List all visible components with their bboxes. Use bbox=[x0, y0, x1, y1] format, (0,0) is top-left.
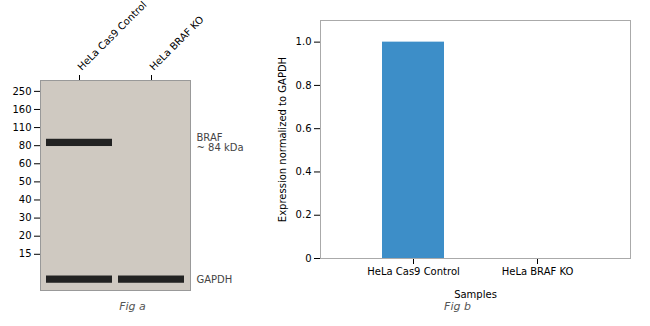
svg-text:30: 30 bbox=[19, 212, 32, 223]
svg-text:50: 50 bbox=[19, 176, 32, 187]
html-text:Fig b: Fig b bbox=[444, 300, 471, 313]
svg-text:40: 40 bbox=[19, 194, 32, 205]
svg-text:HeLa BRAF KO: HeLa BRAF KO bbox=[147, 14, 206, 73]
svg-text:0.2: 0.2 bbox=[296, 209, 312, 220]
svg-text:250: 250 bbox=[12, 86, 31, 97]
svg-text:0: 0 bbox=[305, 253, 311, 264]
svg-text:110: 110 bbox=[12, 122, 31, 133]
svg-text:80: 80 bbox=[19, 140, 32, 151]
svg-text:GAPDH: GAPDH bbox=[197, 274, 233, 285]
svg-text:0.8: 0.8 bbox=[296, 80, 312, 91]
svg-text:HeLa Cas9 Control: HeLa Cas9 Control bbox=[75, 0, 148, 72]
svg-text:20: 20 bbox=[19, 230, 32, 241]
html-text:Fig a: Fig a bbox=[119, 300, 146, 313]
svg-text:Samples: Samples bbox=[454, 289, 497, 300]
svg-text:0.6: 0.6 bbox=[296, 123, 312, 134]
svg-text:Expression normalized to GAPDH: Expression normalized to GAPDH bbox=[277, 57, 288, 222]
svg-text:15: 15 bbox=[19, 248, 32, 259]
svg-text:1.0: 1.0 bbox=[296, 36, 312, 47]
svg-text:60: 60 bbox=[19, 158, 32, 169]
svg-text:HeLa BRAF KO: HeLa BRAF KO bbox=[502, 266, 574, 277]
svg-text:0.4: 0.4 bbox=[296, 166, 312, 177]
svg-text:160: 160 bbox=[12, 104, 31, 115]
svg-text:HeLa Cas9 Control: HeLa Cas9 Control bbox=[367, 266, 460, 277]
svg-text:BRAF~ 84 kDa: BRAF~ 84 kDa bbox=[197, 132, 244, 153]
